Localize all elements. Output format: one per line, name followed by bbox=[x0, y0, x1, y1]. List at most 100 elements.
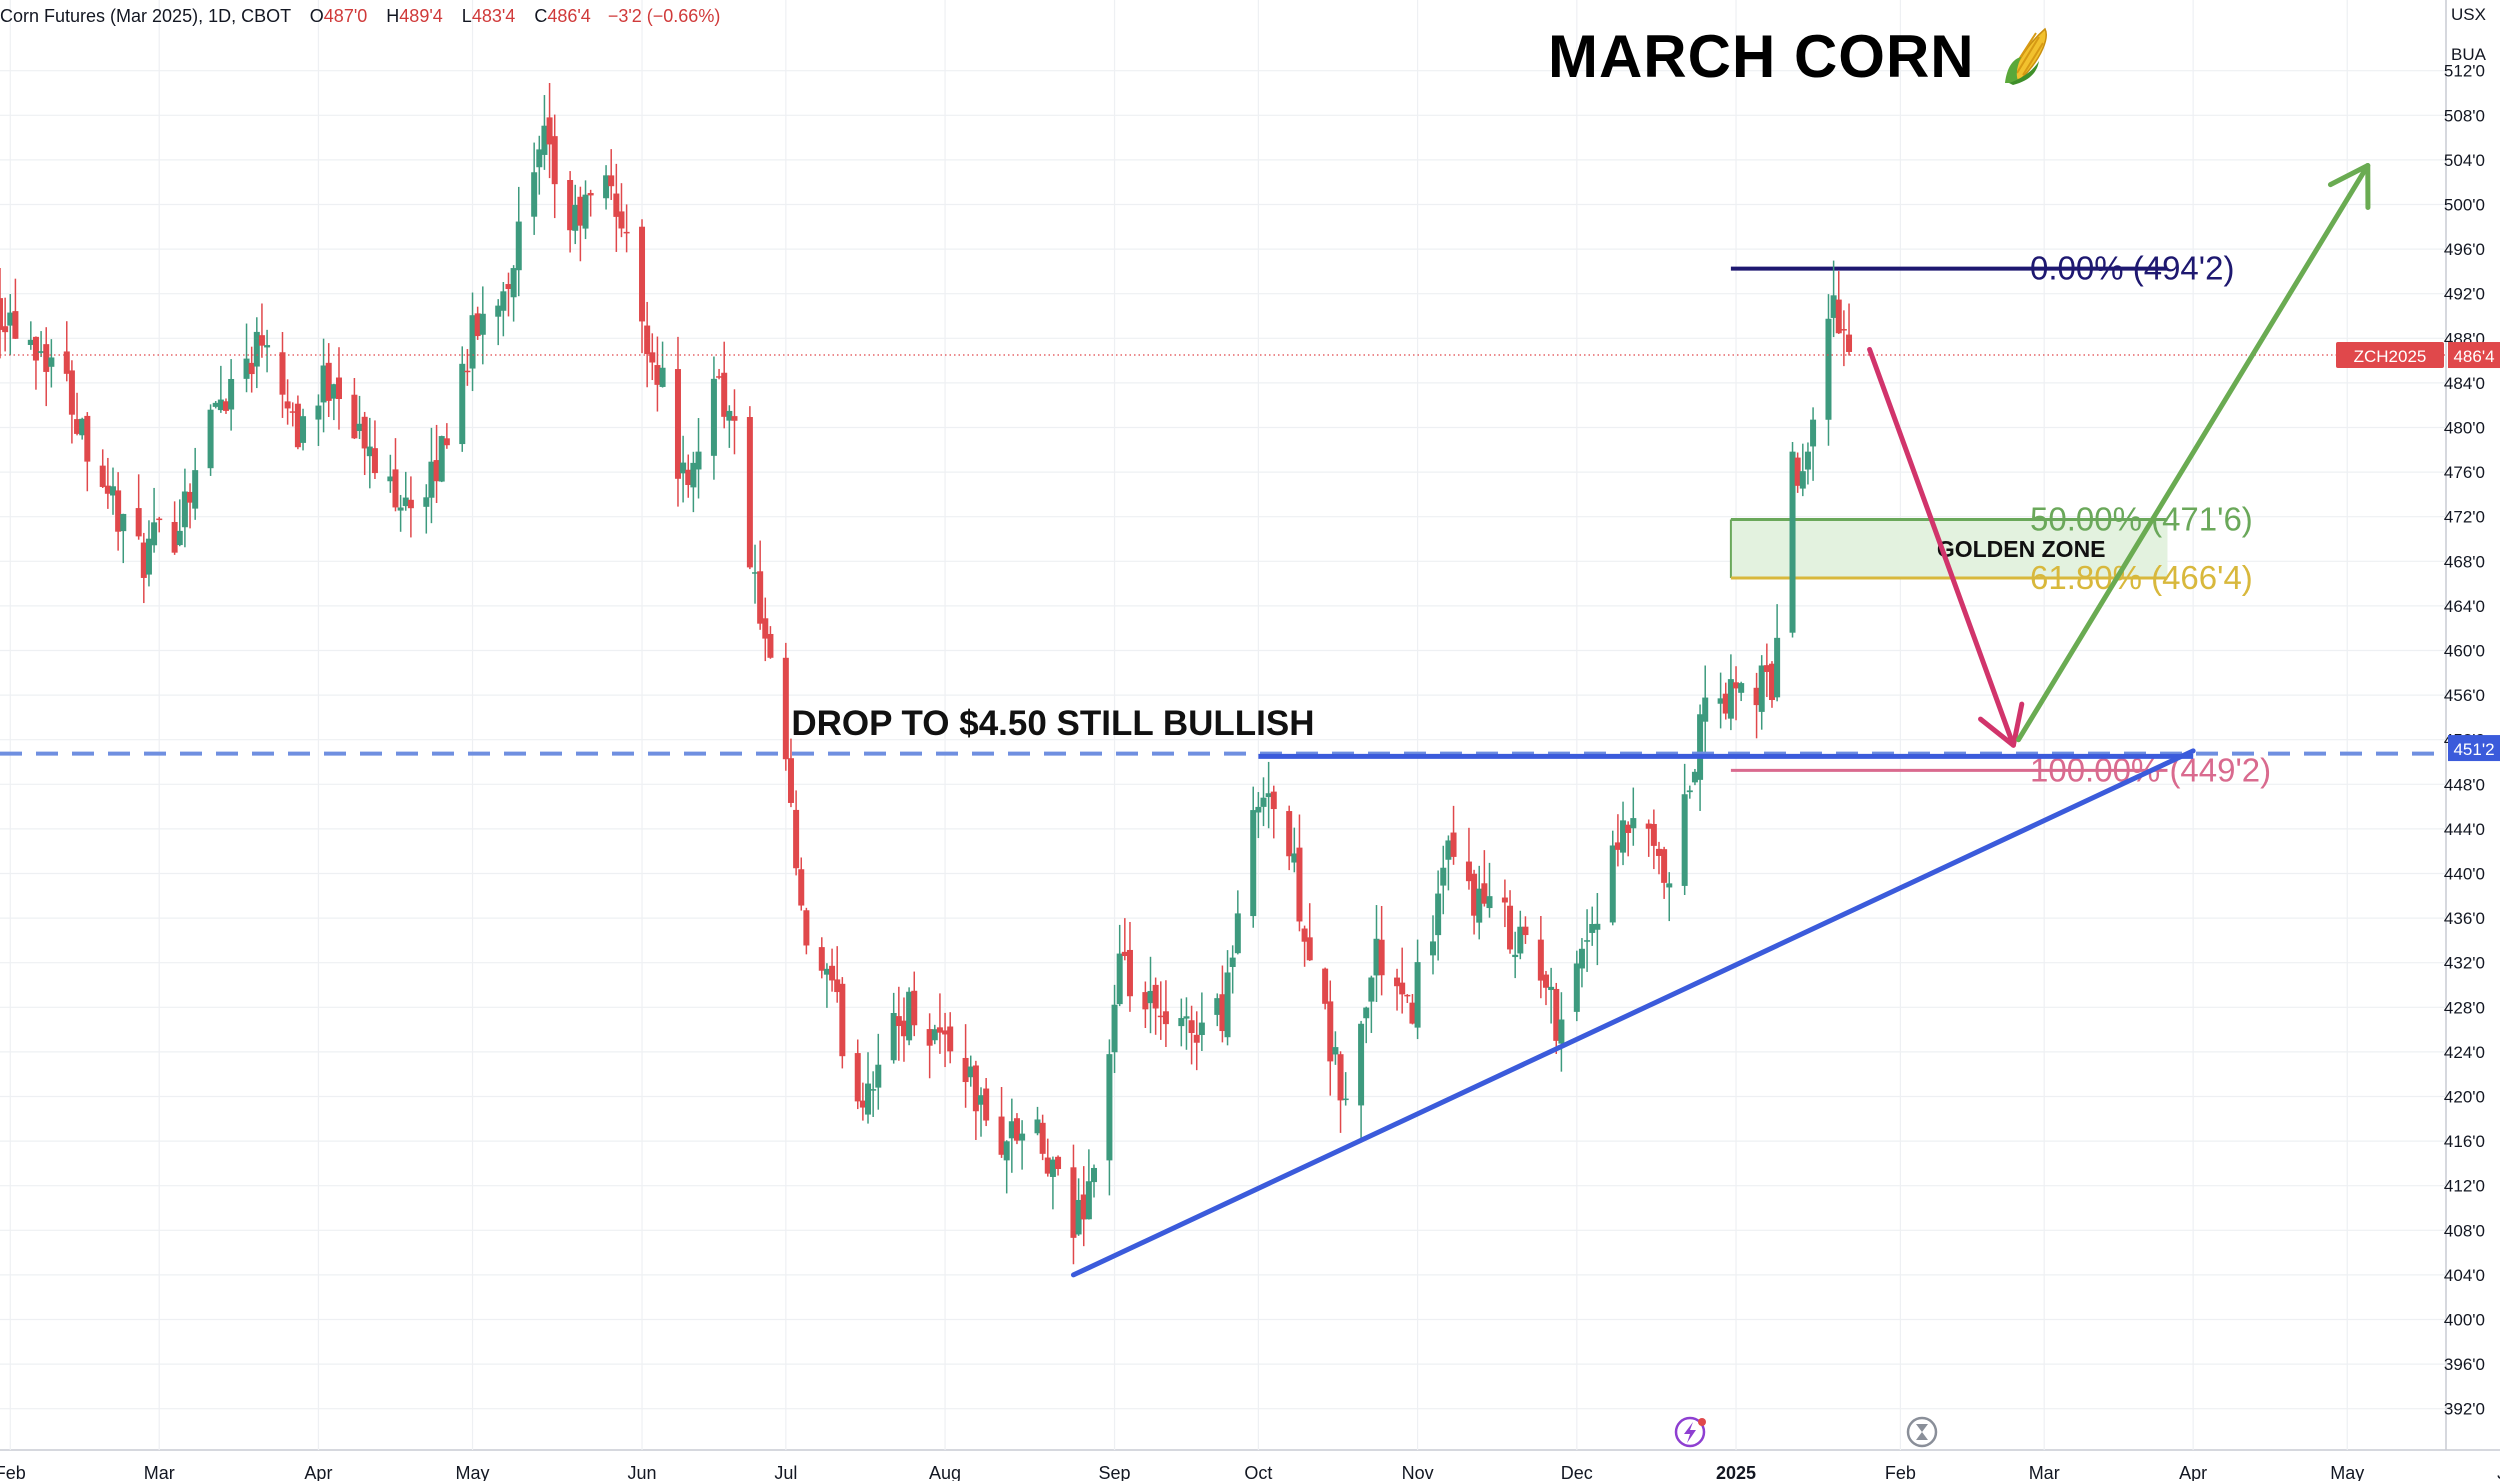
candle-up bbox=[366, 446, 373, 457]
x-tick-label: Mar bbox=[144, 1463, 175, 1481]
candle-down bbox=[782, 657, 789, 760]
candle-up bbox=[181, 491, 188, 528]
up-arrow[interactable] bbox=[2016, 162, 2371, 743]
candle-down bbox=[1157, 1015, 1164, 1018]
candle-down bbox=[1322, 968, 1329, 1004]
candle-up bbox=[109, 486, 116, 496]
candle-up bbox=[151, 522, 158, 546]
fib-level-label: 50.00% (471'6) bbox=[2030, 500, 2253, 537]
candle-down bbox=[1753, 687, 1760, 706]
candle-up bbox=[402, 497, 409, 507]
x-tick-label: Feb bbox=[1885, 1463, 1916, 1481]
candle-down bbox=[854, 1053, 861, 1102]
ticker-tag-text: ZCH2025 bbox=[2354, 347, 2427, 366]
candle-down bbox=[757, 571, 764, 624]
down-arrow[interactable] bbox=[1867, 346, 2025, 748]
candle-up bbox=[1666, 883, 1673, 888]
candle-down bbox=[1537, 939, 1544, 981]
candle-up bbox=[1799, 471, 1806, 489]
candle-down bbox=[335, 377, 342, 400]
x-tick-label: Nov bbox=[1402, 1463, 1434, 1481]
candle-up bbox=[1234, 913, 1241, 954]
candle-up bbox=[7, 312, 14, 326]
candle-down bbox=[222, 401, 229, 411]
candle-down bbox=[1270, 791, 1277, 810]
candle-down bbox=[325, 362, 332, 401]
candle-down bbox=[1378, 939, 1385, 976]
candle-up bbox=[217, 399, 224, 411]
candle-up bbox=[1573, 963, 1580, 1012]
candle-down bbox=[1188, 1020, 1195, 1034]
candle-up bbox=[1825, 318, 1832, 420]
candle-down bbox=[289, 411, 296, 413]
x-tick-label: Jul bbox=[774, 1463, 797, 1481]
y-tick-label: 432'0 bbox=[2444, 954, 2485, 973]
candle-down bbox=[351, 394, 358, 439]
event-icons[interactable] bbox=[1674, 1416, 1938, 1448]
candle-down bbox=[1409, 1002, 1416, 1024]
hourglass-event-icon[interactable] bbox=[1906, 1416, 1938, 1448]
candle-up bbox=[243, 358, 250, 379]
x-tick-label: Feb bbox=[0, 1463, 26, 1481]
candle-up bbox=[1250, 810, 1257, 917]
candle-up bbox=[1584, 940, 1591, 942]
candle-down bbox=[505, 284, 512, 290]
candle-up bbox=[300, 416, 307, 443]
candle-up bbox=[1589, 924, 1596, 933]
candle-up bbox=[79, 418, 86, 436]
symbol-title[interactable]: Corn Futures (Mar 2025), 1D, CBOT bbox=[0, 6, 291, 26]
x-tick-label: Oct bbox=[1244, 1463, 1272, 1481]
y-tick-label: 448'0 bbox=[2444, 775, 2485, 794]
candle-down bbox=[1286, 811, 1293, 857]
x-tick-label: May bbox=[456, 1463, 490, 1481]
candle-up bbox=[1034, 1119, 1041, 1134]
fib-level-label: 61.80% (466'4) bbox=[2030, 559, 2253, 596]
candle-down bbox=[32, 336, 39, 361]
candle-down bbox=[1650, 823, 1657, 846]
candle-up bbox=[931, 1029, 938, 1041]
annotation-text[interactable]: DROP TO $4.50 STILL BULLISH bbox=[791, 704, 1314, 743]
candle-up bbox=[1686, 790, 1693, 793]
currency-label[interactable]: USX bbox=[2451, 5, 2486, 24]
candle-down bbox=[767, 633, 774, 658]
candle-down bbox=[1306, 937, 1313, 961]
x-tick-label: Jun bbox=[628, 1463, 657, 1481]
candle-up bbox=[1517, 926, 1524, 954]
candle-up bbox=[690, 462, 697, 488]
candle-up bbox=[315, 405, 322, 420]
fib-level-label: 0.00% (494'2) bbox=[2030, 250, 2234, 287]
x-tick-label: 2025 bbox=[1716, 1463, 1756, 1481]
low-value: 483'4 bbox=[471, 6, 516, 26]
candle-down bbox=[1142, 992, 1149, 1010]
candle-up bbox=[1019, 1133, 1026, 1141]
unit-label[interactable]: BUA bbox=[2451, 45, 2486, 64]
time-axis[interactable]: Feb Mar Apr May Jun Jul Aug Sep Oct Nov Dec 2025 Feb… bbox=[0, 1463, 2500, 1481]
candle-up bbox=[582, 194, 589, 229]
candle-up bbox=[212, 402, 219, 407]
ascending-trendline[interactable] bbox=[1070, 748, 2196, 1278]
candle-up bbox=[38, 351, 45, 353]
candle-down bbox=[803, 910, 810, 946]
candle-down bbox=[1337, 1054, 1344, 1101]
price-tags: ZCH2025 486'4 451'2 bbox=[2336, 342, 2500, 762]
candle-down bbox=[1327, 1001, 1334, 1062]
candle-down bbox=[1645, 823, 1652, 829]
y-tick-label: 512'0 bbox=[2444, 62, 2485, 81]
candle-down bbox=[248, 362, 255, 375]
candle-down bbox=[1121, 951, 1128, 956]
candle-up bbox=[1373, 938, 1380, 976]
candle-down bbox=[156, 518, 163, 521]
candle-down bbox=[972, 1065, 979, 1112]
drawings[interactable]: DROP TO $4.50 STILL BULLISH bbox=[0, 162, 2446, 1278]
candle-up bbox=[1332, 1047, 1339, 1055]
candle-down bbox=[1733, 682, 1740, 689]
candle-up bbox=[1049, 1159, 1056, 1177]
low-label: L bbox=[461, 6, 472, 26]
lightning-event-icon[interactable] bbox=[1674, 1416, 1706, 1448]
candle-up bbox=[397, 507, 404, 511]
candle-up bbox=[1440, 867, 1447, 886]
candle-down bbox=[623, 231, 630, 234]
candle-down bbox=[1542, 974, 1549, 988]
candle-down bbox=[2, 326, 9, 333]
